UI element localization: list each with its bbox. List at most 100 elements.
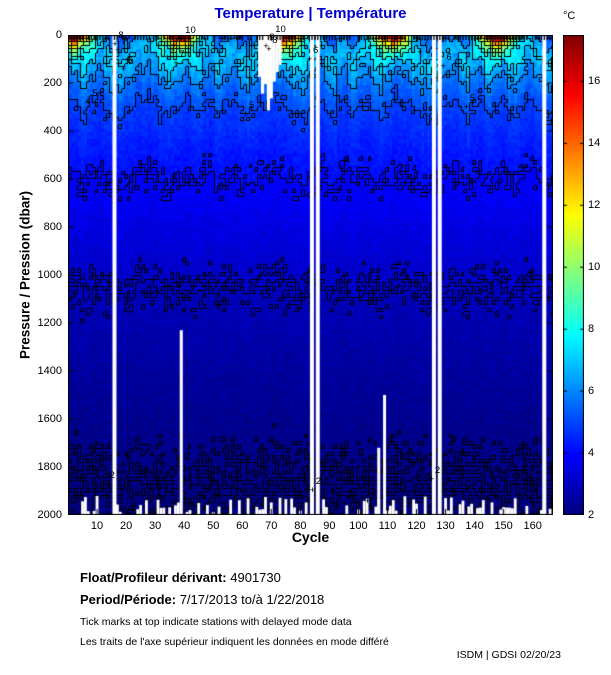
colorbar-unit-label: °C [563,10,576,22]
contour-label: 3 [402,271,409,283]
y-tick-label: 600 [43,173,62,185]
contour-label-anchor: + [446,476,452,487]
contour-label: 2 [533,484,539,496]
contour-label: 7 [121,35,127,47]
y-tick-label: 200 [43,77,62,89]
contour-label-anchor: + [74,280,80,291]
colorbar-tick-label: 14 [588,137,601,150]
colorbar-tick-label: 16 [588,75,601,88]
y-tick-label: 1000 [37,269,62,281]
y-tick-label: 1800 [37,461,62,473]
contour-label-anchor: + [338,164,345,175]
contour-label: 2 [371,486,377,498]
colorbar-tick-label: 10 [588,261,601,274]
y-tick-label: 1200 [37,317,62,329]
x-tick-label: 40 [178,520,191,532]
x-tick-label: 10 [90,520,104,532]
contour-label: 3 [527,269,534,281]
contour-label: 3 [176,280,182,292]
contour-label: 6 [446,51,452,63]
x-tick-label: 100 [349,520,368,532]
figure-title: Temperature | Température [214,5,407,22]
contour-label: 10 [185,25,196,37]
contour-label-anchor: + [112,38,118,49]
colorbar-tick-label: 4 [588,447,595,460]
contour-label: 5 [469,93,476,104]
contour-label: 9 [269,31,275,43]
contour-label-anchor: + [341,498,348,508]
contour-label-anchor: + [469,176,475,187]
contour-label-anchor: + [103,478,109,489]
y-tick-label: 1400 [37,365,62,377]
contour-label: 4 [170,169,176,181]
float-id-label: Float/Profileur dérivant: [80,570,227,585]
contour-label-anchor: + [86,97,92,108]
delayed-mode-note-en: Tick marks at top indicate stations with… [80,616,352,628]
contour-label: 5 [249,100,255,112]
y-tick-label: 0 [55,29,62,41]
x-tick-label: 50 [207,520,220,532]
x-tick-label: 150 [494,520,513,532]
contour-label: 4 [411,162,417,174]
contour-label-anchor: + [463,102,470,112]
contour-label: 6 [127,54,133,66]
x-tick-label: 140 [465,520,484,532]
contour-label-anchor: + [269,32,275,43]
contour-label: 7 [170,42,176,54]
x-tick-label: 130 [436,520,455,532]
contour-label: 8 [118,29,124,41]
y-tick-label: 400 [43,125,62,137]
contour-label-anchor: + [428,474,435,484]
contour-label-anchor: + [115,44,121,55]
colorbar-tick-label: 2 [588,509,595,521]
contour-label-anchor: + [179,34,185,45]
contour-label-anchor: + [521,278,528,289]
temperature-heatmap-canvas [68,35,553,515]
contour-label-anchor: + [527,493,533,504]
contour-label-anchor: + [405,171,411,182]
contour-label: 2 [347,489,354,500]
contour-label: 2 [315,475,322,487]
colorbar-tick-label: 12 [588,199,601,212]
x-tick-label: 60 [236,520,249,532]
y-tick-label: 2000 [37,509,62,521]
contour-label: 4 [344,155,351,167]
colorbar-tick-label: 6 [588,385,595,398]
contour-label: 7 [179,48,185,60]
contour-label-anchor: + [266,43,272,54]
contour-label-anchor: + [417,47,423,58]
x-tick-label: 90 [323,520,336,532]
x-tick-label: 20 [119,520,133,532]
contour-label-anchor: + [173,57,179,68]
x-tick-label: 160 [523,520,542,532]
x-tick-label: 120 [407,520,426,532]
x-tick-label: 70 [265,520,278,532]
contour-label-anchor: + [243,109,249,120]
period-label: Period/Période: [80,592,177,607]
delayed-mode-note-fr: Les traits de l'axe supérieur indiquent … [80,636,389,648]
contour-label: 7 [423,38,429,50]
contour-label-anchor: + [396,280,403,291]
contour-label: 6 [312,45,319,56]
contour-label-anchor: + [170,289,176,300]
contour-label-anchor: + [164,178,170,189]
x-axis-label: Cycle [291,529,330,545]
contour-label: 2 [452,467,458,479]
contour-label-anchor: + [440,60,446,71]
contour-label: 2 [434,465,441,476]
contour-label-anchor: + [263,40,269,51]
contour-label-anchor: + [309,484,316,495]
x-tick-label: 30 [149,520,162,532]
contour-label-anchor: + [306,54,313,64]
contour-label: 3 [80,271,86,283]
period-line: Period/Période: 7/17/2013 to/à 1/22/2018 [80,592,324,607]
contour-label: 10 [275,23,286,35]
period-value: 7/17/2013 to/à 1/22/2018 [179,592,325,607]
agency-credit: ISDM | GDSI 02/20/23 [456,649,561,661]
y-tick-label: 1600 [37,413,62,425]
x-tick-label: 80 [294,520,307,532]
float-id-line: Float/Profileur dérivant: 4901730 [80,570,281,585]
float-id-value: 4901730 [230,570,281,585]
contour-label: 8 [272,34,278,46]
